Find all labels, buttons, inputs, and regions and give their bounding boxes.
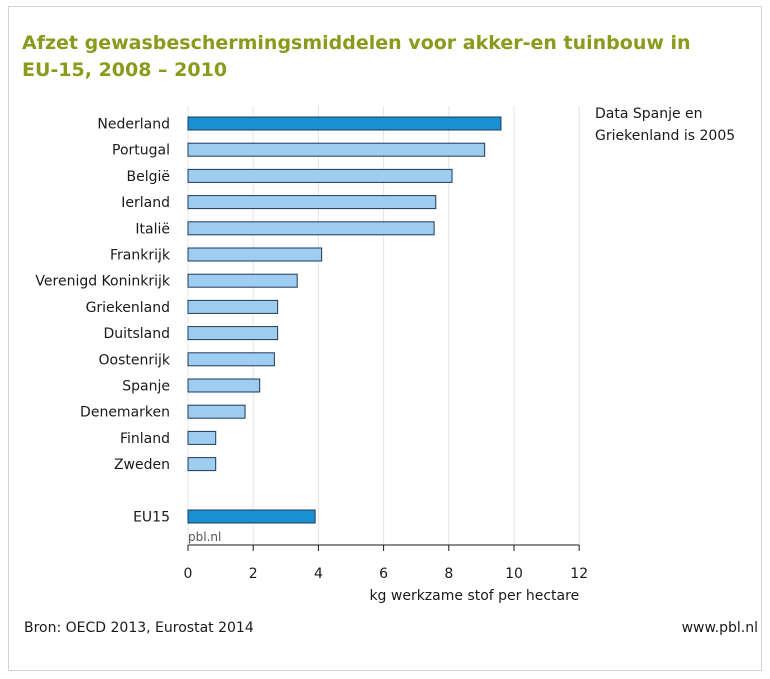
category-label-0: Nederland	[97, 117, 170, 133]
category-label-13: Zweden	[114, 457, 170, 473]
bar-1	[187, 142, 486, 157]
bar-3	[187, 195, 437, 210]
bar-0	[187, 116, 502, 131]
x-tick-label-3: 6	[379, 566, 388, 582]
chart-title: Afzet gewasbeschermingsmiddelen voor akk…	[22, 32, 691, 81]
category-label-10: Spanje	[122, 379, 170, 395]
category-label-11: Denemarken	[80, 405, 170, 421]
x-axis-label: kg werkzame stof per hectare	[369, 588, 579, 604]
x-tick-label-1: 2	[249, 566, 258, 582]
category-label-8: Duitsland	[103, 326, 170, 342]
bar-5	[187, 247, 323, 262]
bar-7	[187, 299, 279, 314]
bar-9	[187, 352, 275, 367]
bar-14	[187, 509, 316, 524]
category-label-12: Finland	[120, 431, 170, 447]
category-label-3: Ierland	[121, 195, 170, 211]
category-label-1: Portugal	[112, 143, 170, 159]
x-tick-label-4: 8	[444, 566, 453, 582]
website-link[interactable]: www.pbl.nl	[681, 620, 758, 636]
bar-12	[187, 430, 217, 445]
category-label-4: Italië	[135, 221, 170, 237]
data-note: Data Spanje en Griekenland is 2005	[595, 106, 736, 144]
x-axis: 0 2 4 6 8 10 12	[184, 544, 588, 582]
bar-11	[187, 404, 246, 419]
x-tick-label-0: 0	[184, 566, 193, 582]
source-text: Bron: OECD 2013, Eurostat 2014	[24, 620, 254, 636]
category-label-6: Verenigd Koninkrijk	[35, 274, 170, 290]
bar-6	[187, 273, 298, 288]
category-label-14: EU15	[133, 510, 170, 526]
bar-4	[187, 221, 435, 236]
category-label-2: België	[127, 169, 171, 185]
x-tick-label-5: 10	[505, 566, 523, 582]
bar-10	[187, 378, 261, 393]
bars	[187, 116, 502, 524]
x-tick-label-2: 4	[314, 566, 323, 582]
bar-8	[187, 326, 279, 341]
category-label-9: Oostenrijk	[99, 352, 171, 368]
x-tick-label-6: 12	[570, 566, 588, 582]
category-label-7: Griekenland	[86, 300, 170, 316]
bar-13	[187, 457, 217, 472]
watermark-pbl: pbl.nl	[188, 530, 221, 544]
category-labels: Nederland Portugal België Ierland Italië Fran…	[35, 117, 170, 526]
bar-2	[187, 168, 453, 183]
category-label-5: Frankrijk	[110, 248, 171, 264]
